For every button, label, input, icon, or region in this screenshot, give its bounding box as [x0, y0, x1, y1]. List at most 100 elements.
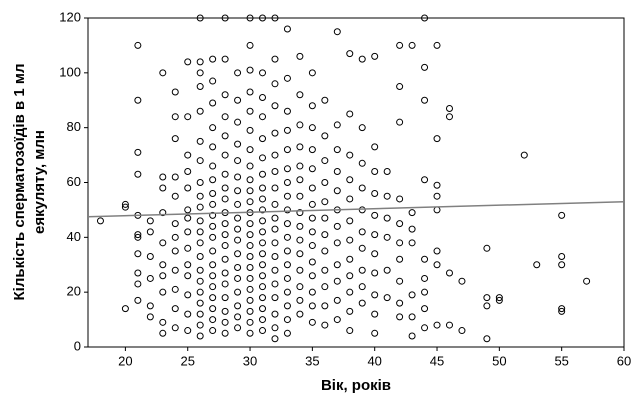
point [346, 50, 354, 58]
point [371, 168, 379, 176]
point [209, 222, 217, 230]
point [296, 209, 304, 217]
point [358, 184, 366, 192]
point [259, 294, 267, 302]
point [283, 247, 291, 255]
point [371, 189, 379, 197]
point [283, 288, 291, 296]
point [296, 266, 304, 274]
point [209, 200, 217, 208]
point [171, 285, 179, 293]
point [246, 176, 254, 184]
point [321, 198, 329, 206]
point [308, 146, 316, 154]
point [234, 302, 242, 310]
point [134, 269, 142, 277]
point [558, 261, 566, 269]
point [221, 55, 229, 63]
point [283, 146, 291, 154]
point [396, 255, 404, 263]
point [321, 157, 329, 165]
point [209, 211, 217, 219]
point [221, 132, 229, 140]
point [271, 80, 279, 88]
point [321, 179, 329, 186]
point [346, 151, 354, 159]
point [308, 165, 316, 173]
point [209, 305, 217, 313]
point [271, 168, 279, 176]
point [396, 83, 404, 91]
point [196, 239, 204, 247]
point [159, 184, 167, 192]
point [308, 102, 316, 110]
point [134, 96, 142, 104]
y-axis-title: Кількість сперматозоїдів в 1 мл [11, 64, 28, 301]
point [421, 14, 429, 22]
point [184, 184, 192, 192]
point [371, 250, 379, 258]
point [259, 135, 267, 143]
point [296, 91, 304, 99]
point [159, 69, 167, 77]
point [246, 318, 254, 326]
point [483, 294, 491, 302]
point [146, 253, 154, 261]
point [134, 41, 142, 49]
point [433, 247, 441, 255]
point [308, 242, 316, 250]
point [283, 126, 291, 134]
x-tick-label: 55 [554, 353, 568, 368]
x-tick-label: 35 [305, 353, 319, 368]
point [396, 313, 404, 321]
point [408, 41, 416, 49]
point [221, 255, 229, 263]
point [396, 299, 404, 307]
point [445, 321, 453, 329]
point [184, 272, 192, 280]
point [184, 113, 192, 121]
point [234, 157, 242, 165]
point [221, 170, 229, 178]
point [234, 96, 242, 104]
point [383, 192, 391, 200]
point [358, 283, 366, 291]
point [246, 41, 254, 49]
point [159, 288, 167, 296]
point [408, 332, 416, 340]
point [259, 206, 267, 214]
point [234, 236, 242, 244]
point [283, 329, 291, 337]
point [346, 307, 354, 315]
point [333, 296, 341, 304]
point [184, 228, 192, 236]
point [209, 77, 217, 85]
point [196, 137, 204, 145]
point [333, 187, 341, 195]
point [445, 269, 453, 277]
point [134, 148, 142, 156]
point [159, 318, 167, 326]
point [209, 55, 217, 63]
point [259, 305, 267, 313]
x-tick-label: 50 [492, 353, 506, 368]
point [246, 231, 254, 239]
point [333, 222, 341, 230]
point [259, 69, 267, 77]
point [246, 146, 254, 154]
point [184, 214, 192, 222]
point [358, 159, 366, 167]
point [296, 143, 304, 151]
point [346, 176, 354, 184]
point [358, 55, 366, 63]
point [259, 272, 267, 280]
point [246, 253, 254, 261]
y-tick-label: 120 [59, 9, 81, 24]
point [196, 253, 204, 261]
point [196, 83, 204, 91]
point [171, 135, 179, 143]
point [283, 233, 291, 241]
point [283, 302, 291, 310]
point [234, 250, 242, 258]
point [246, 329, 254, 337]
